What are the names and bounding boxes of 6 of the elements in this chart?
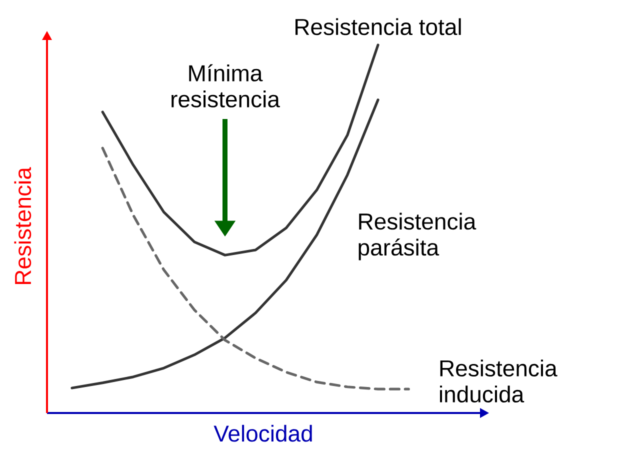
series-label: Resistencia total bbox=[296, 18, 461, 36]
annotation: Mínima resistencia bbox=[172, 64, 280, 108]
x-axis-title: Velocidad bbox=[214, 424, 312, 442]
y-axis-title: Resistencia bbox=[14, 167, 32, 284]
series-label: Resistencia parásita bbox=[358, 212, 476, 260]
series-label: Resistencia inducida bbox=[440, 360, 558, 403]
